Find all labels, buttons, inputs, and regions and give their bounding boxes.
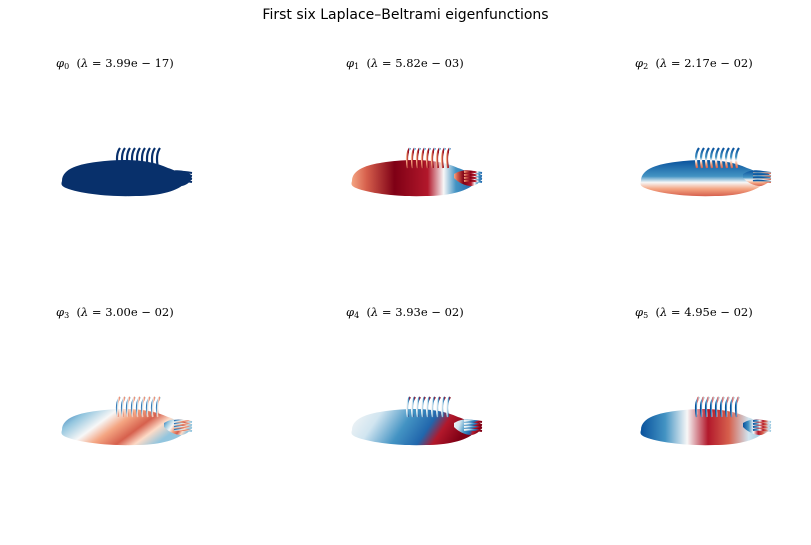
- eigen-index: 5: [643, 311, 649, 320]
- eigenfunction-body: [640, 409, 764, 446]
- panel-title: φ0 (λ = 3.99e − 17): [56, 56, 174, 71]
- eigenfunction-panel-5: φ5 (λ = 4.95e − 02): [635, 305, 811, 505]
- eigen-index: 1: [354, 62, 360, 71]
- eigenfunction-plot: [351, 396, 483, 446]
- panel-title: φ4 (λ = 3.93e − 02): [346, 305, 464, 320]
- eigenfunction-panel-3: φ3 (λ = 3.00e − 02): [56, 305, 236, 505]
- panel-title: φ1 (λ = 5.82e − 03): [346, 56, 464, 71]
- eigen-index: 3: [64, 311, 70, 320]
- eigenfunction-body: [61, 409, 185, 446]
- eigen-index: 4: [354, 311, 360, 320]
- eigenfunction-fins: [405, 147, 483, 183]
- eigenvalue: 5.82e − 03: [395, 56, 460, 70]
- eigenvalue: 3.99e − 17: [105, 56, 170, 70]
- eigenfunction-plot: [640, 147, 772, 197]
- eigenfunction-body: [640, 160, 764, 197]
- panel-title: φ2 (λ = 2.17e − 02): [635, 56, 753, 71]
- eigenvalue: 2.17e − 02: [684, 56, 749, 70]
- eigenfunction-panel-1: φ1 (λ = 5.82e − 03): [346, 56, 526, 256]
- eigenfunction-body: [351, 409, 475, 446]
- eigenfunction-panel-4: φ4 (λ = 3.93e − 02): [346, 305, 526, 505]
- eigenvalue: 4.95e − 02: [684, 305, 749, 319]
- eigenfunction-plot: [640, 396, 772, 446]
- eigen-index: 2: [643, 62, 649, 71]
- panel-title: φ3 (λ = 3.00e − 02): [56, 305, 174, 320]
- eigenvalue: 3.00e − 02: [105, 305, 170, 319]
- eigenfunction-fins: [115, 396, 193, 432]
- eigenfunction-body: [351, 160, 475, 197]
- eigenfunction-plot: [351, 147, 483, 197]
- eigenfunction-fins: [405, 396, 483, 432]
- figure-title: First six Laplace–Beltrami eigenfunction…: [262, 7, 549, 23]
- eigenfunction-panel-0: φ0 (λ = 3.99e − 17): [56, 56, 236, 256]
- eigenfunction-fins: [694, 396, 772, 432]
- eigenfunction-plot: [61, 396, 193, 446]
- eigen-index: 0: [64, 62, 70, 71]
- eigenfunction-fins: [115, 147, 193, 183]
- eigenfunction-fins: [694, 147, 772, 183]
- eigenfunction-plot: [61, 147, 193, 197]
- eigenvalue: 3.93e − 02: [395, 305, 460, 319]
- panel-title: φ5 (λ = 4.95e − 02): [635, 305, 753, 320]
- eigenfunction-panel-2: φ2 (λ = 2.17e − 02): [635, 56, 811, 256]
- eigenfunction-body: [61, 160, 185, 197]
